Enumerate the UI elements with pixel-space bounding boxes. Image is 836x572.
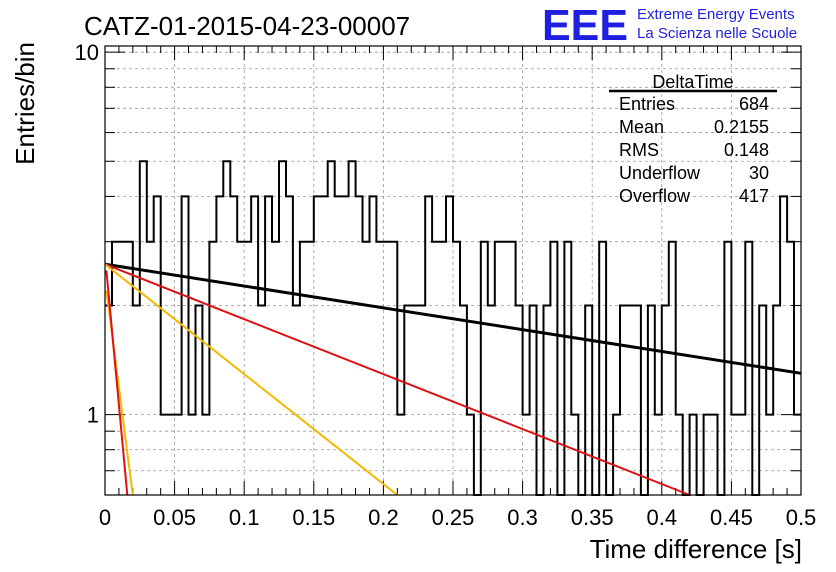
x-tick-label: 0.25 [432,505,475,530]
eee-logo: EEE Extreme Energy Events La Scienza nel… [542,1,797,50]
stats-value: 684 [739,94,769,114]
x-tick-label: 0.05 [153,505,196,530]
stats-label: Entries [619,94,675,114]
stats-label: Mean [619,117,664,137]
fit-lines [104,262,802,496]
x-tick-label: 0.45 [710,505,753,530]
stats-box: DeltaTime Entries 684 Mean 0.2155 RMS 0.148 Un… [609,72,777,206]
x-tick-label: 0.5 [786,505,817,530]
stats-label: RMS [619,140,659,160]
stats-value: 30 [749,163,769,183]
plot-frame [104,45,802,496]
x-tick-label: 0.3 [507,505,538,530]
fit-line [104,262,802,375]
x-tick-label: 0.2 [368,505,399,530]
y-tick-label: 1 [87,403,99,428]
x-tick-label: 0.35 [571,505,614,530]
stats-label: Overflow [619,186,691,206]
fit-line [104,263,690,496]
stats-value: 0.148 [724,140,769,160]
x-tick-label: 0.1 [229,505,260,530]
stats-value: 417 [739,186,769,206]
y-tick-label: 10 [75,40,99,65]
stats-label: Underflow [619,163,701,183]
y-tick-labels: 1 10 [75,40,99,427]
run-title: CATZ-01-2015-04-23-00007 [84,11,410,41]
stats-value: 0.2155 [714,117,769,137]
x-tick-label: 0.4 [647,505,678,530]
fit-line [105,270,129,496]
x-tick-label: 0 [99,505,111,530]
x-tick-labels: 0 0.05 0.1 0.15 0.2 0.25 0.3 0.35 0.4 0.45 0.5 [99,505,816,530]
x-tick-label: 0.15 [292,505,335,530]
logo-line-2: La Scienza nelle Scuole [637,25,797,42]
x-axis-label: Time difference [s] [590,534,802,564]
y-axis-label: Entries/bin [10,42,40,165]
fit-line [104,263,398,496]
logo-mark: EEE [542,1,628,50]
logo-line-1: Extreme Energy Events [637,6,795,23]
stats-title: DeltaTime [652,72,733,92]
